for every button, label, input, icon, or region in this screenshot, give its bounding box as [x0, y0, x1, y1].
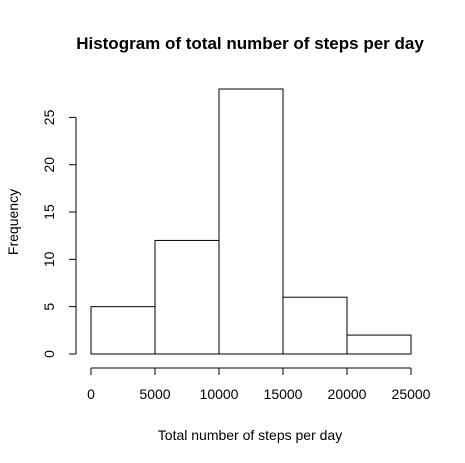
y-tick-label: 5 — [41, 303, 57, 311]
histogram-bar-3 — [218, 88, 284, 355]
y-tick-label: 25 — [41, 109, 57, 125]
y-tick-label: 10 — [41, 251, 57, 267]
histogram-bar-2 — [154, 239, 220, 355]
chart-title: Histogram of total number of steps per d… — [76, 34, 424, 53]
y-axis: 0 5 10 15 20 25 — [41, 109, 77, 358]
x-tick-label: 0 — [87, 386, 95, 402]
x-tick-label: 5000 — [139, 386, 170, 402]
x-tick-label: 15000 — [264, 386, 303, 402]
x-tick-label: 10000 — [200, 386, 239, 402]
histogram-bar-4 — [282, 296, 348, 355]
y-tick-label: 0 — [41, 350, 57, 358]
x-tick-label: 25000 — [392, 386, 431, 402]
y-tick-label: 15 — [41, 204, 57, 220]
x-tick-label: 20000 — [328, 386, 367, 402]
x-axis-label: Total number of steps per day — [158, 427, 342, 443]
y-axis-label: Frequency — [5, 189, 21, 255]
y-tick-label: 20 — [41, 157, 57, 173]
x-axis: 0 5000 10000 15000 20000 25000 — [87, 367, 431, 402]
histogram-bar-5 — [346, 334, 412, 355]
bars-group — [90, 88, 412, 355]
histogram-bar-1 — [90, 306, 156, 355]
